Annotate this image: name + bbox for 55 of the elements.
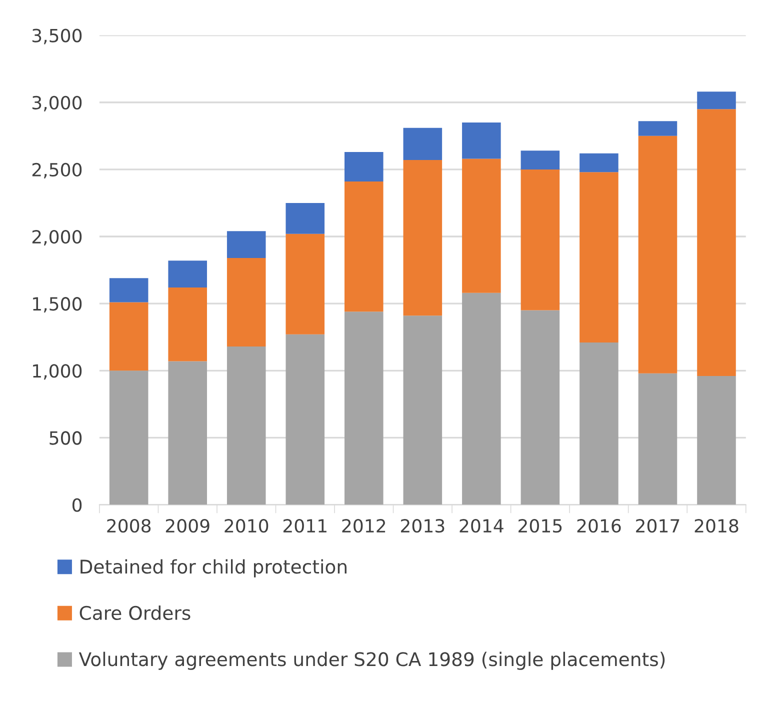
x-tick-label: 2015: [518, 519, 562, 533]
x-tick-label: 2009: [166, 519, 210, 533]
x-tick-label: 2018: [694, 519, 738, 533]
bar: [697, 92, 736, 110]
x-tick-label: 2012: [342, 519, 386, 533]
y-tick-label: 500: [50, 431, 82, 445]
legend-label: Voluntary agreements under S20 CA 1989 (single placements): [78, 652, 665, 670]
bar: [168, 287, 207, 362]
x-tick-label: 2008: [107, 519, 151, 533]
bar: [462, 292, 501, 505]
y-tick-label: 0: [72, 498, 82, 512]
bar: [520, 169, 560, 310]
bar: [286, 334, 325, 505]
bar: [168, 260, 207, 288]
bar: [697, 109, 736, 376]
x-tick-label: 2013: [401, 519, 444, 533]
bar: [580, 342, 618, 505]
bar: [403, 128, 442, 160]
bar: [520, 150, 560, 170]
x-tick-label: 2016: [577, 519, 621, 533]
legend-label: Detained for child protection: [80, 559, 346, 578]
y-tick-label: 1,000: [33, 364, 82, 380]
bar: [344, 182, 384, 312]
bar: [286, 202, 325, 234]
bar: [226, 231, 266, 258]
bar: [226, 258, 266, 347]
y-tick-label: 2,000: [32, 230, 82, 246]
bar: [226, 346, 266, 505]
y-tick-label: 3,000: [32, 96, 82, 112]
y-tick-label: 2,500: [32, 162, 82, 178]
bar: [520, 310, 560, 505]
bar: [403, 316, 442, 505]
legend-label: Care Orders: [80, 605, 190, 620]
x-tick-label: 2014: [460, 519, 504, 533]
bar: [109, 370, 148, 505]
x-tick-label: 2010: [224, 519, 268, 533]
bar: [638, 136, 678, 374]
x-tick-label: 2011: [283, 519, 326, 533]
bar: [168, 361, 207, 505]
bar: [580, 153, 618, 172]
bar: [109, 302, 148, 371]
bar: [462, 122, 501, 159]
bar: [286, 234, 325, 334]
y-tick-label: 3,500: [32, 28, 82, 44]
bar: [109, 278, 148, 302]
bar: [638, 121, 678, 136]
bar: [697, 376, 736, 505]
bar: [638, 373, 678, 505]
bar: [580, 172, 618, 342]
bar: [462, 158, 501, 293]
x-tick-label: 2017: [636, 519, 680, 533]
bar: [344, 152, 384, 182]
y-tick-label: 1,500: [33, 297, 82, 313]
bar: [403, 160, 442, 316]
bar: [344, 312, 384, 505]
